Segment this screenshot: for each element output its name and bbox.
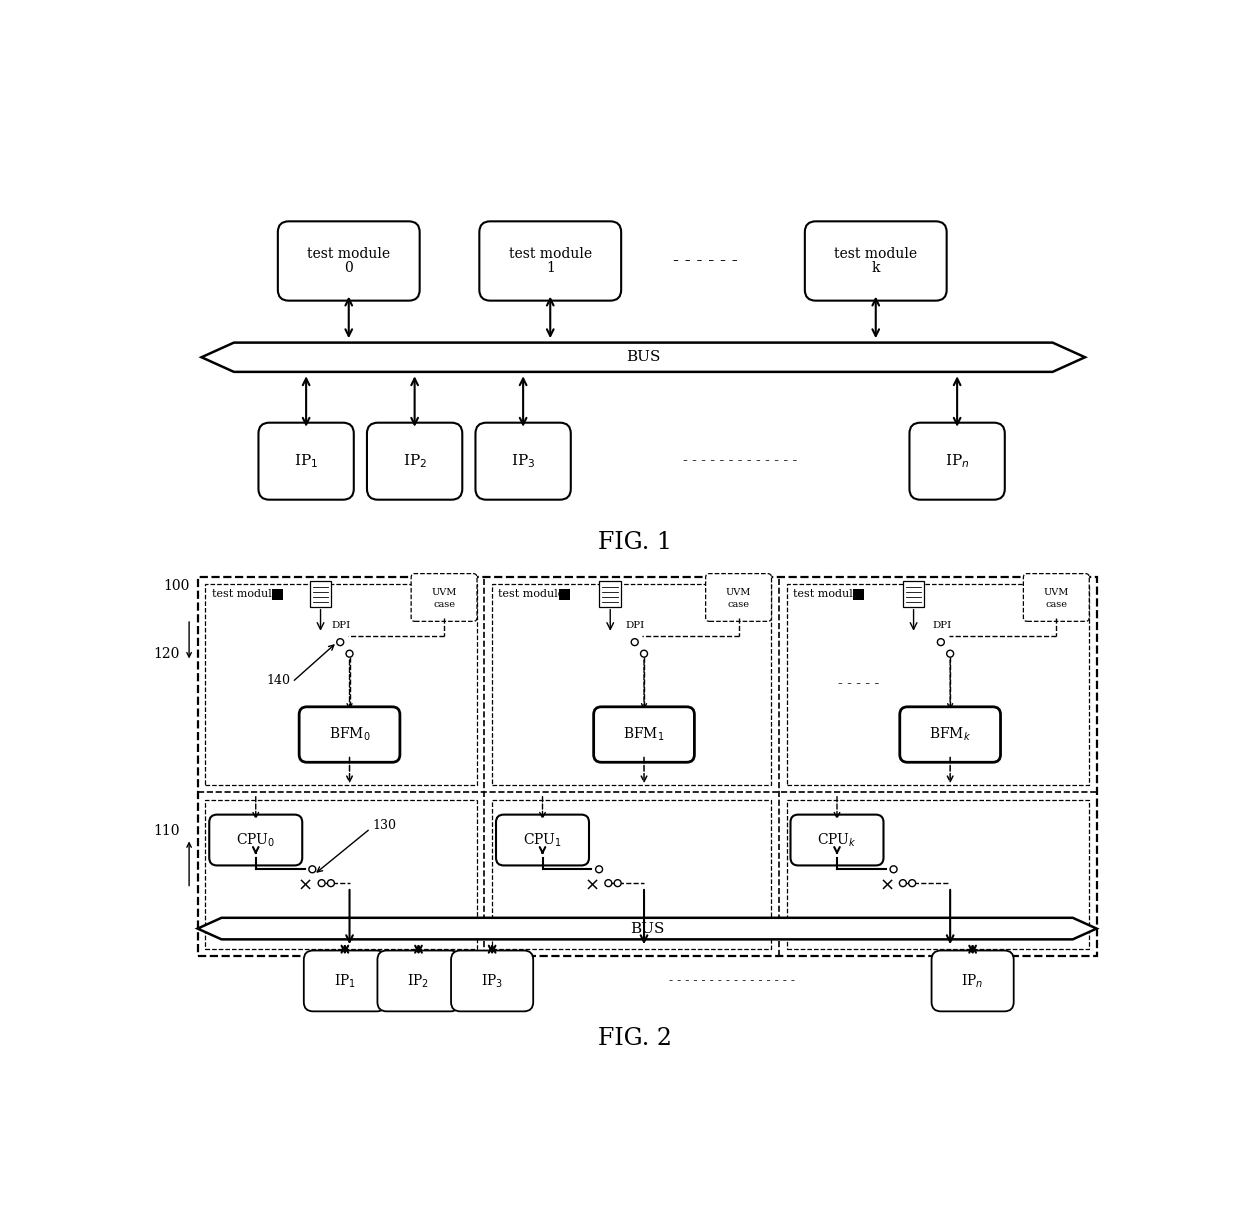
FancyBboxPatch shape	[706, 574, 771, 621]
FancyBboxPatch shape	[367, 422, 463, 499]
Text: UVM: UVM	[432, 587, 456, 597]
Text: test module: test module	[508, 247, 591, 262]
FancyBboxPatch shape	[909, 422, 1004, 499]
FancyBboxPatch shape	[594, 707, 694, 762]
Text: IP$_2$: IP$_2$	[403, 452, 427, 470]
Circle shape	[605, 879, 611, 886]
Text: CPU$_1$: CPU$_1$	[523, 831, 562, 849]
FancyBboxPatch shape	[377, 950, 460, 1012]
Bar	[786, 585, 1089, 785]
FancyBboxPatch shape	[900, 707, 1001, 762]
Text: DPI: DPI	[331, 621, 351, 631]
Text: IP$_1$: IP$_1$	[334, 972, 356, 990]
FancyBboxPatch shape	[496, 814, 589, 866]
Circle shape	[309, 866, 316, 873]
Text: CPU$_0$: CPU$_0$	[236, 831, 275, 849]
FancyBboxPatch shape	[412, 574, 477, 621]
Text: case: case	[433, 599, 455, 609]
Text: - - - - - - - - - - - - -: - - - - - - - - - - - - -	[683, 455, 797, 468]
Text: 140: 140	[267, 674, 290, 687]
Text: $\times$: $\times$	[584, 876, 599, 894]
Text: IP$_n$: IP$_n$	[961, 972, 983, 990]
Text: case: case	[1045, 599, 1068, 609]
Text: IP$_3$: IP$_3$	[481, 972, 503, 990]
Circle shape	[641, 650, 647, 657]
Polygon shape	[201, 343, 1085, 371]
FancyBboxPatch shape	[805, 222, 946, 300]
Text: 1: 1	[546, 260, 554, 275]
Circle shape	[937, 639, 945, 645]
Text: 130: 130	[372, 819, 396, 832]
FancyBboxPatch shape	[791, 814, 883, 866]
Text: 100: 100	[164, 579, 190, 593]
FancyBboxPatch shape	[931, 950, 1014, 1012]
Text: IP$_n$: IP$_n$	[945, 452, 970, 470]
Text: test module: test module	[308, 247, 391, 262]
FancyBboxPatch shape	[451, 950, 533, 1012]
FancyBboxPatch shape	[304, 950, 386, 1012]
Text: BUS: BUS	[630, 921, 665, 936]
FancyBboxPatch shape	[480, 222, 621, 300]
Text: DPI: DPI	[932, 621, 951, 631]
Text: UVM: UVM	[1044, 587, 1069, 597]
FancyBboxPatch shape	[299, 707, 399, 762]
FancyBboxPatch shape	[903, 581, 924, 608]
Circle shape	[899, 879, 906, 886]
Text: 120: 120	[154, 648, 180, 661]
FancyBboxPatch shape	[258, 422, 353, 499]
Text: IP$_2$: IP$_2$	[408, 972, 429, 990]
Text: DPI: DPI	[626, 621, 645, 631]
Text: BFM$_1$: BFM$_1$	[624, 726, 665, 743]
Text: FIG. 2: FIG. 2	[599, 1028, 672, 1050]
Circle shape	[946, 650, 954, 657]
Text: BFM$_k$: BFM$_k$	[929, 726, 971, 743]
Polygon shape	[197, 918, 1096, 939]
Text: - - - - - - - - - - - - - - - -: - - - - - - - - - - - - - - - -	[670, 974, 795, 988]
Circle shape	[631, 639, 639, 645]
FancyBboxPatch shape	[310, 581, 331, 608]
Bar	[197, 576, 1096, 956]
Text: BUS: BUS	[626, 350, 661, 364]
FancyBboxPatch shape	[1023, 574, 1089, 621]
Text: BFM$_0$: BFM$_0$	[329, 726, 371, 743]
Bar	[206, 800, 476, 949]
Bar	[206, 585, 476, 785]
Text: 0: 0	[345, 260, 353, 275]
Text: IP$_3$: IP$_3$	[511, 452, 536, 470]
FancyBboxPatch shape	[475, 422, 570, 499]
Bar	[786, 800, 1089, 949]
Circle shape	[319, 879, 325, 886]
Text: CPU$_k$: CPU$_k$	[817, 831, 857, 849]
Text: UVM: UVM	[725, 587, 751, 597]
Bar	[559, 589, 569, 599]
Text: - - - - - -: - - - - - -	[673, 252, 738, 270]
Text: test module: test module	[212, 590, 278, 599]
FancyBboxPatch shape	[278, 222, 419, 300]
Circle shape	[909, 879, 915, 886]
Text: IP$_1$: IP$_1$	[294, 452, 319, 470]
Circle shape	[346, 650, 353, 657]
Text: k: k	[872, 260, 880, 275]
Text: FIG. 1: FIG. 1	[599, 531, 672, 554]
FancyBboxPatch shape	[599, 581, 621, 608]
Text: $\times$: $\times$	[878, 876, 893, 894]
Circle shape	[890, 866, 897, 873]
Circle shape	[327, 879, 335, 886]
Bar	[853, 589, 864, 599]
Bar	[492, 585, 771, 785]
Text: test module: test module	[835, 247, 918, 262]
Text: 110: 110	[154, 825, 180, 838]
Circle shape	[337, 639, 343, 645]
Circle shape	[614, 879, 621, 886]
Text: case: case	[728, 599, 749, 609]
Text: - - - - -: - - - - -	[838, 678, 879, 691]
Bar	[272, 589, 283, 599]
Circle shape	[595, 866, 603, 873]
Text: $\times$: $\times$	[298, 876, 312, 894]
Text: test module: test module	[792, 590, 859, 599]
FancyBboxPatch shape	[210, 814, 303, 866]
Text: test module: test module	[498, 590, 564, 599]
Bar	[492, 800, 771, 949]
